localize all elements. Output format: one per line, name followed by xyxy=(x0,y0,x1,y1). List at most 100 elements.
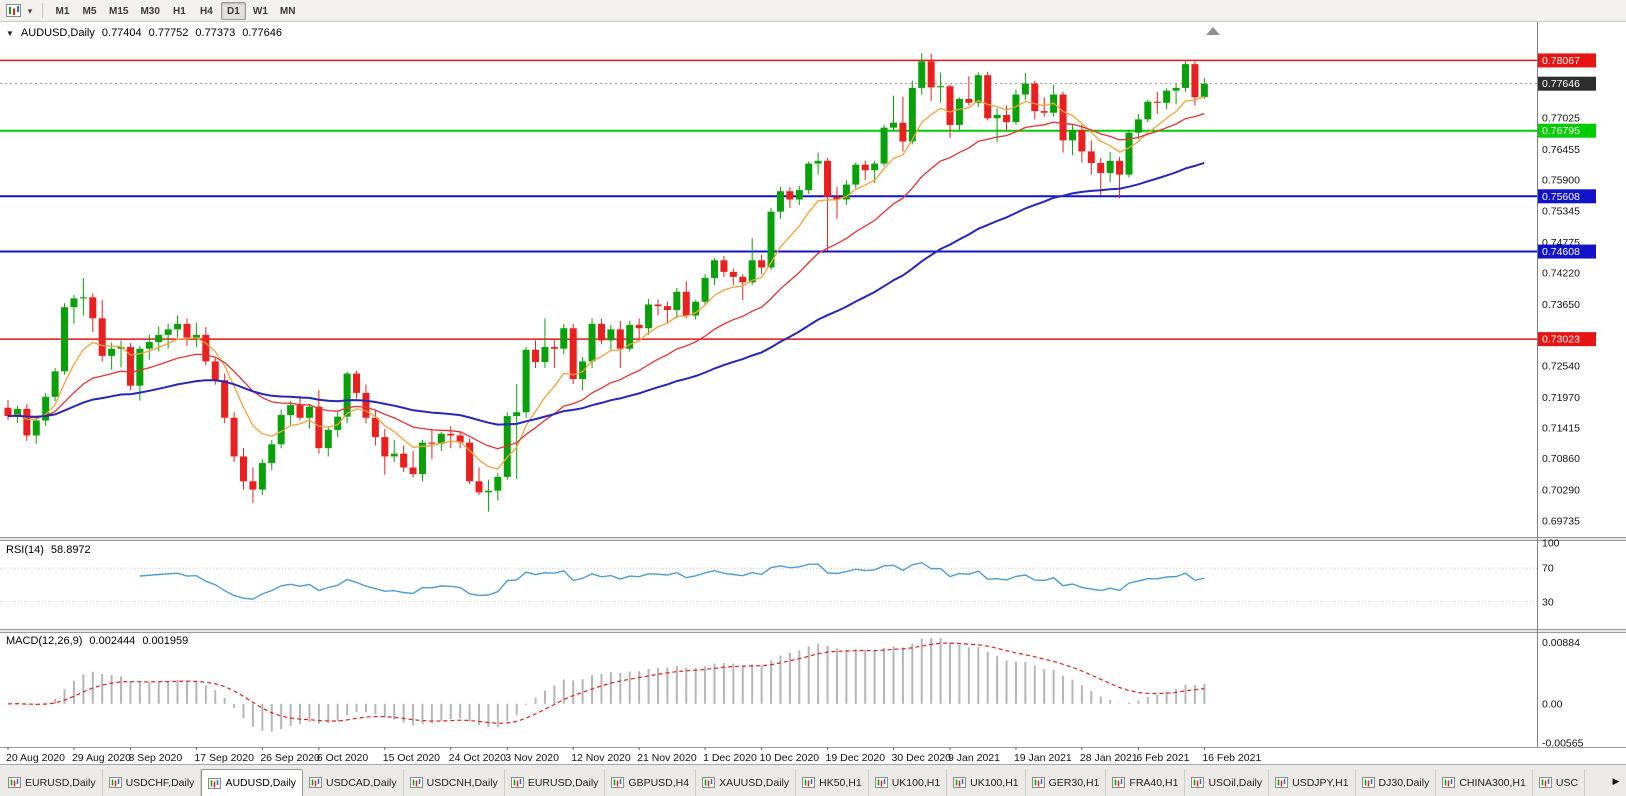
chart-tab-label: AUDUSD,Daily xyxy=(225,777,297,789)
svg-text:9 Jan 2021: 9 Jan 2021 xyxy=(948,752,1000,764)
chart-tab-audusd-daily[interactable]: AUDUSD,Daily xyxy=(201,769,304,796)
chart-tab-icon xyxy=(1275,777,1289,788)
chart-tab-icon xyxy=(1442,777,1456,788)
timeframe-button-mn[interactable]: MN xyxy=(279,5,296,17)
chart-tab-eurusd-daily[interactable]: EURUSD,Daily xyxy=(505,769,606,796)
chart-tab-label: USC xyxy=(1555,776,1579,789)
chart-type-icon[interactable] xyxy=(3,2,23,20)
chart-tab-usdchf-daily[interactable]: USDCHF,Daily xyxy=(103,769,202,796)
svg-text:21 Nov 2020: 21 Nov 2020 xyxy=(637,752,697,764)
svg-text:6 Feb 2021: 6 Feb 2021 xyxy=(1136,752,1189,764)
timeframe-toolbar: ▾ M1 M5 M15 M30 H1 H4 D1 W1 MN xyxy=(0,0,1626,22)
tab-scroll-right-icon[interactable]: ▶ xyxy=(1612,776,1620,786)
svg-text:19 Dec 2020: 19 Dec 2020 xyxy=(826,752,886,764)
timeframe-button-m5[interactable]: M5 xyxy=(82,5,97,17)
svg-text:0.71970: 0.71970 xyxy=(1542,392,1580,404)
chart-tab-usc[interactable]: USC xyxy=(1533,769,1586,796)
chart-tab-icon xyxy=(874,777,888,788)
price-axis[interactable]: 0.770250.764550.759000.753450.747750.742… xyxy=(1537,22,1597,747)
chart-tab-ger30-h1[interactable]: GER30,H1 xyxy=(1026,769,1107,796)
svg-text:16 Feb 2021: 16 Feb 2021 xyxy=(1202,752,1261,764)
timeframe-button-m1[interactable]: M1 xyxy=(55,5,70,17)
chart-tab-icon xyxy=(611,777,625,788)
chart-shift-marker-icon[interactable] xyxy=(1206,27,1220,35)
chart-tab-label: GER30,H1 xyxy=(1048,776,1100,789)
chart-tab-usdjpy-h1[interactable]: USDJPY,H1 xyxy=(1269,769,1356,796)
chart-tab-label: EURUSD,Daily xyxy=(25,776,96,789)
chart-tab-usdcnh-daily[interactable]: USDCNH,Daily xyxy=(404,769,505,796)
rsi-panel: 100 70 30 xyxy=(0,538,1560,608)
chart-tab-label: USOil,Daily xyxy=(1208,776,1263,789)
ma-line-ema21 xyxy=(7,112,1205,450)
svg-text:0.75608: 0.75608 xyxy=(1542,191,1580,203)
svg-text:0.71415: 0.71415 xyxy=(1542,422,1580,434)
chart-window[interactable]: 100 70 30 0.00884 0.00 -0.00565 0.77025 0.76455… xyxy=(0,22,1626,764)
chart-canvas[interactable]: 100 70 30 0.00884 0.00 -0.00565 0.77025 0.76455… xyxy=(0,22,1626,764)
chart-tab-icon xyxy=(8,777,21,788)
svg-text:0.69735: 0.69735 xyxy=(1542,515,1580,527)
chart-type-dropdown-icon[interactable]: ▾ xyxy=(27,5,33,16)
chart-tab-label: XAUUSD,Daily xyxy=(719,776,790,789)
chart-tab-label: FRA40,H1 xyxy=(1129,776,1179,789)
chart-tab-usoil-daily[interactable]: USOil,Daily xyxy=(1185,769,1270,796)
chart-tab-icon xyxy=(1191,777,1205,788)
chart-tab-fra40-h1[interactable]: FRA40,H1 xyxy=(1106,769,1186,796)
svg-text:-0.00565: -0.00565 xyxy=(1542,738,1584,750)
chart-tab-label: DJ30,Daily xyxy=(1378,776,1430,789)
chart-tab-eurusd-daily[interactable]: EURUSD,Daily xyxy=(2,769,103,796)
panel-splitters[interactable] xyxy=(0,537,1626,633)
chart-tab-china300-h1[interactable]: CHINA300,H1 xyxy=(1436,769,1533,796)
svg-text:0.75345: 0.75345 xyxy=(1542,205,1580,217)
svg-text:0.73023: 0.73023 xyxy=(1542,334,1580,346)
chart-tab-uk100-h1[interactable]: UK100,H1 xyxy=(947,769,1026,796)
timeframe-button-h4[interactable]: H4 xyxy=(200,5,213,17)
svg-text:0.00884: 0.00884 xyxy=(1542,637,1580,649)
timeframe-buttons-group: M1 M5 M15 M30 H1 H4 D1 W1 MN xyxy=(50,1,300,20)
svg-text:3 Nov 2020: 3 Nov 2020 xyxy=(505,752,559,764)
chart-tab-icon xyxy=(108,777,122,788)
chart-tab-icon xyxy=(802,777,816,788)
svg-text:6 Oct 2020: 6 Oct 2020 xyxy=(317,752,369,764)
svg-text:100: 100 xyxy=(1542,538,1560,550)
ma-line-ema8 xyxy=(7,95,1205,470)
chart-tab-gbpusd-h4[interactable]: GBPUSD,H4 xyxy=(605,769,697,796)
chart-tabs-bar: EURUSD,Daily USDCHF,Daily AUDUSD,Daily USDC… xyxy=(0,764,1626,796)
svg-text:26 Sep 2020: 26 Sep 2020 xyxy=(260,752,320,764)
svg-text:28 Jan 2021: 28 Jan 2021 xyxy=(1080,752,1138,764)
chart-tab-icon xyxy=(702,777,716,788)
svg-text:0.70860: 0.70860 xyxy=(1542,453,1580,465)
svg-text:1 Dec 2020: 1 Dec 2020 xyxy=(703,752,757,764)
chart-tab-xauusd-daily[interactable]: XAUUSD,Daily xyxy=(696,769,797,796)
svg-text:0.78067: 0.78067 xyxy=(1542,55,1580,67)
svg-text:0.76455: 0.76455 xyxy=(1542,144,1580,156)
svg-text:0.72540: 0.72540 xyxy=(1542,360,1580,372)
timeframe-button-w1[interactable]: W1 xyxy=(252,5,268,17)
timeframe-button-m15[interactable]: M15 xyxy=(109,5,129,17)
chart-tab-icon xyxy=(1031,777,1045,788)
timeframe-button-d1[interactable]: D1 xyxy=(220,1,246,20)
timeframe-button-h1[interactable]: H1 xyxy=(173,5,186,17)
svg-text:0.76795: 0.76795 xyxy=(1542,125,1580,137)
svg-text:10 Dec 2020: 10 Dec 2020 xyxy=(760,752,820,764)
chart-tab-icon xyxy=(309,777,323,788)
svg-text:30: 30 xyxy=(1542,596,1554,608)
svg-text:0.75900: 0.75900 xyxy=(1542,175,1580,187)
macd-panel: 0.00884 0.00 -0.00565 xyxy=(7,637,1584,750)
chart-tab-label: CHINA300,H1 xyxy=(1459,776,1526,789)
svg-text:29 Aug 2020: 29 Aug 2020 xyxy=(72,752,131,764)
toolbar-separator xyxy=(42,3,43,18)
svg-text:24 Oct 2020: 24 Oct 2020 xyxy=(449,752,506,764)
chart-tab-icon xyxy=(1112,777,1126,788)
svg-text:30 Dec 2020: 30 Dec 2020 xyxy=(891,752,951,764)
timeframe-button-m30[interactable]: M30 xyxy=(140,5,160,17)
chart-tab-uk100-h1[interactable]: UK100,H1 xyxy=(869,769,948,796)
chart-tab-usdcad-daily[interactable]: USDCAD,Daily xyxy=(303,769,404,796)
chart-tab-label: GBPUSD,H4 xyxy=(628,776,690,789)
svg-text:20 Aug 2020: 20 Aug 2020 xyxy=(6,752,65,764)
chart-tab-dj30-daily[interactable]: DJ30,Daily xyxy=(1356,769,1437,796)
chart-tab-hk50-h1[interactable]: HK50,H1 xyxy=(796,769,869,796)
chart-tab-label: HK50,H1 xyxy=(819,776,862,789)
chart-tab-label: UK100,H1 xyxy=(891,776,941,789)
